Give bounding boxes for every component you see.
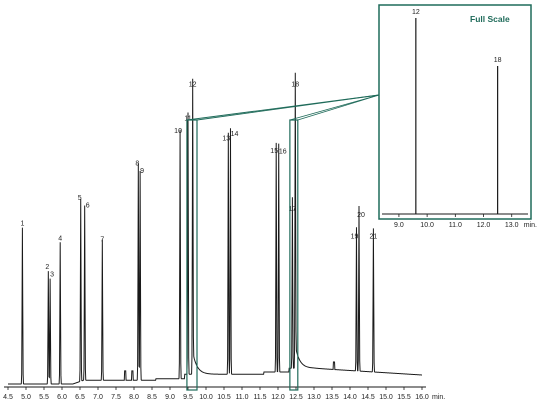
inset-peak-label-18: 18 bbox=[494, 57, 502, 64]
x-tick-label: 10.0 bbox=[199, 394, 213, 401]
peak-label-8: 8 bbox=[135, 160, 139, 167]
x-tick-label: 8.5 bbox=[147, 394, 157, 401]
x-tick-label: 14.0 bbox=[343, 394, 357, 401]
inset-x-axis-ticks: 9.0 10.0 11.0 12.0 13.0 min. bbox=[394, 214, 537, 229]
x-tick-label: 14.5 bbox=[361, 394, 375, 401]
peak-label-10: 10 bbox=[174, 128, 182, 135]
x-unit-label: min. bbox=[432, 394, 445, 401]
peak-label-2: 2 bbox=[45, 264, 49, 271]
peak-label-6: 6 bbox=[86, 202, 90, 209]
inset-frame bbox=[378, 4, 532, 220]
peak-label-7: 7 bbox=[100, 236, 104, 243]
x-tick-label: 7.5 bbox=[111, 394, 121, 401]
peak-label-4: 4 bbox=[58, 235, 62, 242]
peak-label-5: 5 bbox=[78, 195, 82, 202]
zoom-connector bbox=[297, 94, 380, 121]
x-tick-label: 8.0 bbox=[129, 394, 139, 401]
inset-x-tick-label: 10.0 bbox=[420, 222, 434, 229]
inset-peak-label-12: 12 bbox=[412, 9, 420, 16]
inset-peaks: 12 18 bbox=[412, 9, 502, 214]
inset-x-tick-label: 12.0 bbox=[477, 222, 491, 229]
zoom-window bbox=[289, 119, 299, 391]
zoom-connector bbox=[196, 94, 380, 121]
zoom-windows bbox=[186, 94, 380, 391]
main-chromatogram: 4.5 5.0 5.5 6.0 6.5 7.0 7.5 8.0 8.5 9.0 9.5 10.0 10.… bbox=[3, 72, 445, 401]
peak-label-21: 21 bbox=[370, 233, 378, 240]
x-tick-label: 9.5 bbox=[183, 394, 193, 401]
peak-label-9: 9 bbox=[140, 168, 144, 175]
peak-label-20: 20 bbox=[357, 212, 365, 219]
x-tick-label: 5.0 bbox=[21, 394, 31, 401]
x-tick-label: 13.5 bbox=[325, 394, 339, 401]
inset-x-tick-label: 11.0 bbox=[449, 222, 462, 229]
inset-title: Full Scale bbox=[470, 14, 510, 24]
x-tick-label: 7.0 bbox=[93, 394, 103, 401]
inset-x-tick-label: 9.0 bbox=[394, 222, 404, 229]
inset-x-tick-label: 13.0 bbox=[505, 222, 519, 229]
x-tick-label: 6.5 bbox=[75, 394, 85, 401]
x-axis-ticks: 4.5 5.0 5.5 6.0 6.5 7.0 7.5 8.0 8.5 9.0 9.5 10.0 10.… bbox=[3, 387, 445, 401]
x-tick-label: 16.0 bbox=[415, 394, 429, 401]
peak-label-13: 13 bbox=[222, 136, 230, 143]
x-tick-label: 6.0 bbox=[57, 394, 67, 401]
peak-label-16: 16 bbox=[279, 149, 287, 156]
x-tick-label: 10.5 bbox=[217, 394, 231, 401]
peak-label-17: 17 bbox=[289, 206, 297, 213]
peak-label-12: 12 bbox=[189, 82, 197, 89]
peak-label-14: 14 bbox=[231, 131, 239, 138]
zoom-window bbox=[186, 119, 198, 391]
peak-label-18: 18 bbox=[291, 82, 299, 89]
x-tick-label: 5.5 bbox=[39, 394, 49, 401]
peak-label-3: 3 bbox=[50, 272, 54, 279]
x-tick-label: 9.0 bbox=[165, 394, 175, 401]
x-tick-label: 12.0 bbox=[271, 394, 285, 401]
peak-label-1: 1 bbox=[20, 221, 24, 228]
full-scale-inset: Full Scale 9.0 10.0 11.0 12.0 13.0 min. 12 18 bbox=[378, 4, 537, 229]
x-tick-label: 13.0 bbox=[307, 394, 321, 401]
inset-x-unit-label: min. bbox=[524, 222, 537, 229]
x-tick-label: 11.5 bbox=[253, 394, 266, 401]
x-tick-label: 15.0 bbox=[379, 394, 393, 401]
peak-label-15: 15 bbox=[270, 148, 278, 155]
x-tick-label: 12.5 bbox=[289, 394, 303, 401]
x-tick-label: 15.5 bbox=[397, 394, 411, 401]
x-tick-label: 4.5 bbox=[3, 394, 13, 401]
chromatogram-trace bbox=[8, 72, 423, 385]
peak-label-19: 19 bbox=[351, 233, 359, 240]
peak-label-11: 11 bbox=[184, 115, 191, 122]
x-tick-label: 11.0 bbox=[235, 394, 248, 401]
